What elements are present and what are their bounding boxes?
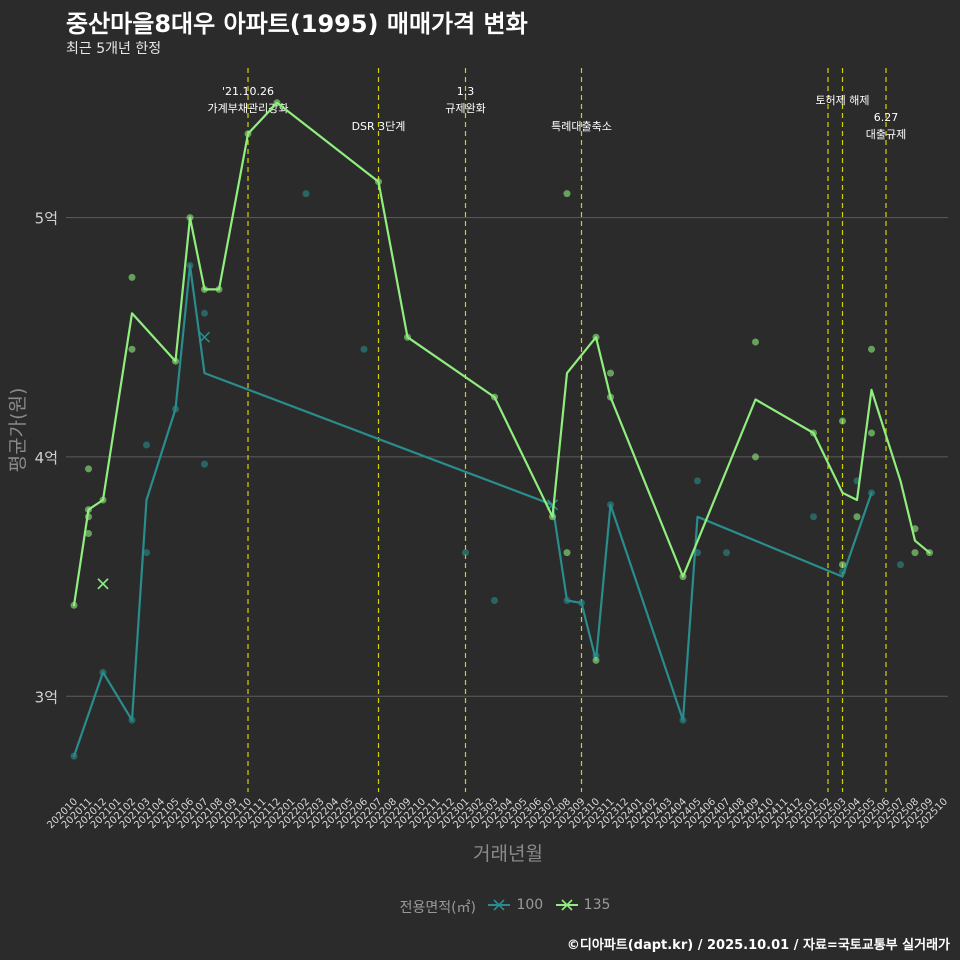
data-point-135 xyxy=(85,506,92,514)
legend-title: 전용면적(㎡) xyxy=(399,900,477,916)
data-point-135 xyxy=(85,513,92,521)
cross-marker-100 xyxy=(198,331,211,343)
data-point-100 xyxy=(70,752,78,760)
data-point-100 xyxy=(563,597,571,605)
y-axis-label: 평균가(원) xyxy=(7,388,29,473)
data-point-100 xyxy=(694,549,701,557)
data-point-135 xyxy=(215,285,223,293)
data-point-135 xyxy=(549,513,556,521)
cross-marker-135 xyxy=(97,578,109,590)
event-label: 대출규제 xyxy=(866,128,906,141)
data-point-100 xyxy=(143,441,150,449)
data-point-135 xyxy=(868,429,875,437)
data-point-100 xyxy=(302,190,310,198)
y-axis-ticks: 3억 4억 5억 xyxy=(35,210,58,707)
data-point-135 xyxy=(607,369,614,377)
legend-key-135-icon xyxy=(555,899,578,911)
data-point-100 xyxy=(723,549,730,557)
event-label: 6.27 xyxy=(874,111,899,124)
data-point-135 xyxy=(911,525,919,533)
data-point-135 xyxy=(201,285,208,293)
data-point-135 xyxy=(839,561,846,569)
data-point-135 xyxy=(810,429,817,437)
data-point-100 xyxy=(360,345,368,353)
data-series xyxy=(70,99,933,760)
data-point-135 xyxy=(607,393,614,401)
event-label: 특례대출축소 xyxy=(551,120,612,133)
grid-lines xyxy=(66,217,948,697)
legend-label-135: 135 xyxy=(583,897,611,913)
cross-stroke xyxy=(97,578,109,590)
data-point-100 xyxy=(172,405,179,413)
data-point-100 xyxy=(694,477,701,485)
event-label: '21.10.26 xyxy=(222,85,274,98)
data-point-135 xyxy=(244,130,252,138)
data-point-100 xyxy=(128,716,136,724)
data-point-100 xyxy=(607,501,614,509)
data-point-135 xyxy=(839,417,846,425)
chart-subtitle: 최근 5개년 한정 xyxy=(66,41,162,57)
event-label: 토허제 해제 xyxy=(815,93,869,107)
data-point-135 xyxy=(752,338,759,346)
data-point-100 xyxy=(462,549,469,557)
data-point-100 xyxy=(592,652,600,660)
data-point-100 xyxy=(491,597,498,605)
data-point-100 xyxy=(839,568,846,576)
data-point-135 xyxy=(853,513,861,521)
data-point-135 xyxy=(85,465,92,473)
y-tick-label: 3억 xyxy=(35,688,58,706)
data-point-135 xyxy=(404,333,411,341)
data-point-135 xyxy=(172,357,179,365)
y-tick-label: 4억 xyxy=(35,449,58,467)
data-point-100 xyxy=(679,716,687,724)
data-point-135 xyxy=(752,453,759,461)
data-point-135 xyxy=(128,273,136,281)
data-point-135 xyxy=(85,530,92,538)
data-point-100 xyxy=(897,561,904,569)
data-point-135 xyxy=(99,496,107,504)
series-line-100 xyxy=(72,264,873,758)
data-point-135 xyxy=(70,601,78,609)
chart-title: 중산마을8대우 아파트(1995) 매매가격 변화 xyxy=(66,10,528,38)
legend-item-100: 100 xyxy=(486,897,543,913)
data-point-100 xyxy=(868,489,875,497)
y-tick-label: 5억 xyxy=(35,210,58,228)
series-line-135 xyxy=(72,101,931,607)
data-point-135 xyxy=(186,214,194,222)
cross-stroke xyxy=(198,331,211,343)
data-point-100 xyxy=(99,668,107,676)
legend: 전용면적(㎡) 100 135 xyxy=(0,897,960,917)
data-point-100 xyxy=(201,309,208,317)
data-point-100 xyxy=(810,513,817,521)
event-label: DSR 3단계 xyxy=(352,120,406,133)
event-label: 1.3 xyxy=(457,85,475,98)
data-point-135 xyxy=(128,345,136,353)
data-point-100 xyxy=(578,599,585,607)
data-point-135 xyxy=(491,393,498,401)
legend-label-100: 100 xyxy=(516,897,544,913)
data-point-135 xyxy=(679,573,687,581)
data-point-135 xyxy=(592,656,600,664)
data-point-100 xyxy=(201,460,208,468)
data-point-135 xyxy=(563,549,571,557)
data-point-135 xyxy=(868,345,875,353)
data-point-135 xyxy=(911,549,919,557)
source-caption: ©디아파트(dapt.kr) / 2025.10.01 / 자료=국토교통부 실… xyxy=(566,938,950,953)
data-point-100 xyxy=(186,261,194,269)
legend-item-135: 135 xyxy=(554,897,611,913)
x-axis-label: 거래년월 xyxy=(473,843,543,865)
legend-key-100-icon xyxy=(488,899,511,911)
event-label: 규제완화 xyxy=(445,102,485,115)
data-point-135 xyxy=(273,99,281,107)
data-point-135 xyxy=(926,549,933,557)
data-point-135 xyxy=(563,190,571,198)
data-point-135 xyxy=(375,178,382,186)
data-point-100 xyxy=(143,549,150,557)
data-point-135 xyxy=(592,333,600,341)
x-axis-ticks: 2020102020112020122021012021022021032021… xyxy=(45,796,950,831)
